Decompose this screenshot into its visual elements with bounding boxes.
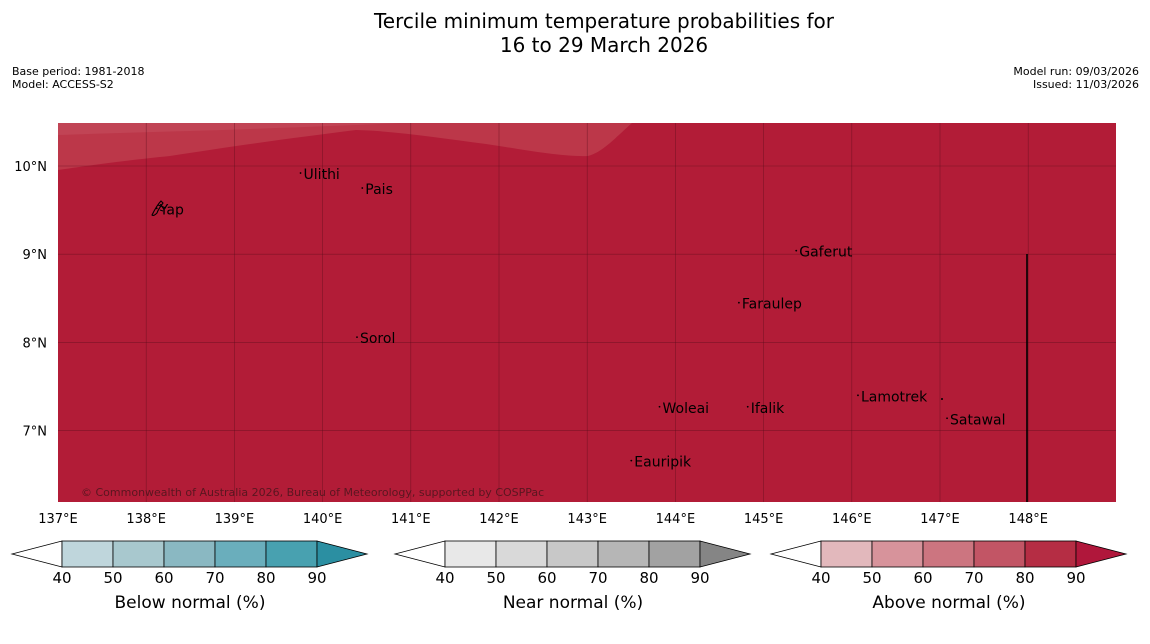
colorbar-tick-label: 70 (205, 569, 224, 587)
place-label: Pais (365, 182, 393, 198)
colorbar-2 (769, 540, 1128, 568)
lon-tick-label: 137°E (38, 512, 78, 527)
colorbar-tick-label: 90 (1066, 569, 1085, 587)
base-period-text: Base period: 1981-2018 (12, 65, 145, 78)
place-label: Faraulep (742, 297, 802, 313)
lon-tick-label: 139°E (215, 512, 255, 527)
lat-tick-label: 9°N (23, 248, 48, 263)
colorbar-tick-label: 70 (588, 569, 607, 587)
lon-tick-label: 142°E (479, 512, 519, 527)
lat-tick-label: 10°N (14, 160, 47, 175)
island-dot (738, 301, 740, 304)
title-line-1: Tercile minimum temperature probabilitie… (373, 9, 835, 33)
issued-text: Issued: 11/03/2026 (1032, 78, 1139, 91)
place-label: Satawal (950, 412, 1005, 428)
colorbar-tick-label: 40 (811, 569, 830, 587)
lon-tick-label: 140°E (303, 512, 343, 527)
place-label: Ulithi (304, 167, 340, 183)
meta-left: Base period: 1981-2018 Model: ACCESS-S2 (12, 65, 144, 91)
colorbar-tick-label: 60 (913, 569, 932, 587)
colorbar-arrow-right (316, 540, 369, 568)
yap-island-outline (151, 200, 167, 216)
lon-tick-label: 145°E (744, 512, 784, 527)
island-dot (356, 336, 358, 339)
colorbar-segment (112, 540, 165, 568)
model-text: Model: ACCESS-S2 (12, 78, 114, 91)
lon-tick-label: 141°E (391, 512, 431, 527)
lat-tick-label: 8°N (23, 336, 48, 351)
colorbar-tick-label: 50 (486, 569, 505, 587)
place-label: Gaferut (799, 245, 853, 261)
lon-tick-label: 144°E (656, 512, 696, 527)
colorbar-segment (265, 540, 318, 568)
legend-below-label: Below normal (%) (114, 593, 266, 613)
place-label: Eauripik (634, 455, 692, 471)
colorbar-segment (973, 540, 1026, 568)
colorbar-segment (597, 540, 650, 568)
title-line-2: 16 to 29 March 2026 (499, 33, 709, 57)
island-dot (658, 405, 661, 408)
island-dot (746, 405, 749, 408)
colorbar-segment (546, 540, 599, 568)
island-dot (630, 459, 633, 462)
legend-near-label: Near normal (%) (502, 593, 644, 613)
colorbar-tick-label: 70 (964, 569, 983, 587)
colorbar-segment (871, 540, 924, 568)
place-label: Sorol (360, 331, 395, 347)
colorbar-tick-label: 50 (103, 569, 122, 587)
colorbar-0 (10, 540, 369, 568)
colorbar-segment (61, 540, 114, 568)
colorbar-segment (444, 540, 497, 568)
colorbar-tick-label: 60 (154, 569, 173, 587)
colorbar-tick-label: 40 (435, 569, 454, 587)
colorbar-tick-label: 90 (307, 569, 326, 587)
colorbar-tick-label: 40 (52, 569, 71, 587)
colorbar-tick-label: 80 (639, 569, 658, 587)
colorbar-tick-label: 80 (256, 569, 275, 587)
chart-title: Tercile minimum temperature probabilitie… (0, 9, 1150, 57)
lon-tick-label: 138°E (126, 512, 166, 527)
colorbar-1 (393, 540, 752, 568)
place-label: Ifalik (751, 401, 785, 417)
meta-right: Model run: 09/03/2026 Issued: 11/03/2026 (1013, 65, 1139, 91)
upper-probability-band-light (58, 123, 400, 135)
colorbar-arrow-left (10, 540, 63, 568)
colorbar-segment (820, 540, 873, 568)
colorbar-segment (495, 540, 548, 568)
colorbar-segment (1024, 540, 1077, 568)
model-run-text: Model run: 09/03/2026 (1013, 65, 1139, 78)
place-label: Yap (159, 202, 184, 218)
island-dot (155, 207, 158, 210)
lat-tick-label: 7°N (23, 425, 48, 440)
island-dot (941, 398, 943, 400)
place-label: Woleai (663, 401, 710, 417)
lon-tick-label: 148°E (1008, 512, 1048, 527)
colorbar-tick-label: 80 (1015, 569, 1034, 587)
island-dot (946, 417, 948, 420)
island-dot (857, 394, 859, 397)
colorbar-tick-label: 60 (537, 569, 556, 587)
colorbar-arrow-left (393, 540, 446, 568)
colorbar-segment (648, 540, 701, 568)
island-dot (299, 172, 302, 174)
upper-probability-band (58, 123, 632, 170)
lon-tick-label: 143°E (567, 512, 607, 527)
legend-above-label: Above normal (%) (872, 593, 1026, 613)
lon-tick-label: 146°E (832, 512, 872, 527)
copyright-text: © Commonwealth of Australia 2026, Bureau… (81, 486, 544, 499)
island-dot (795, 249, 798, 252)
colorbar-segment (922, 540, 975, 568)
colorbar-tick-label: 50 (862, 569, 881, 587)
colorbar-arrow-left (769, 540, 822, 568)
island-dot (361, 187, 364, 189)
colorbar-arrow-right (699, 540, 752, 568)
colorbar-tick-label: 90 (690, 569, 709, 587)
place-label: Lamotrek (861, 389, 928, 405)
lon-tick-label: 147°E (920, 512, 960, 527)
colorbar-segment (163, 540, 216, 568)
colorbar-arrow-right (1075, 540, 1128, 568)
colorbar-segment (214, 540, 267, 568)
